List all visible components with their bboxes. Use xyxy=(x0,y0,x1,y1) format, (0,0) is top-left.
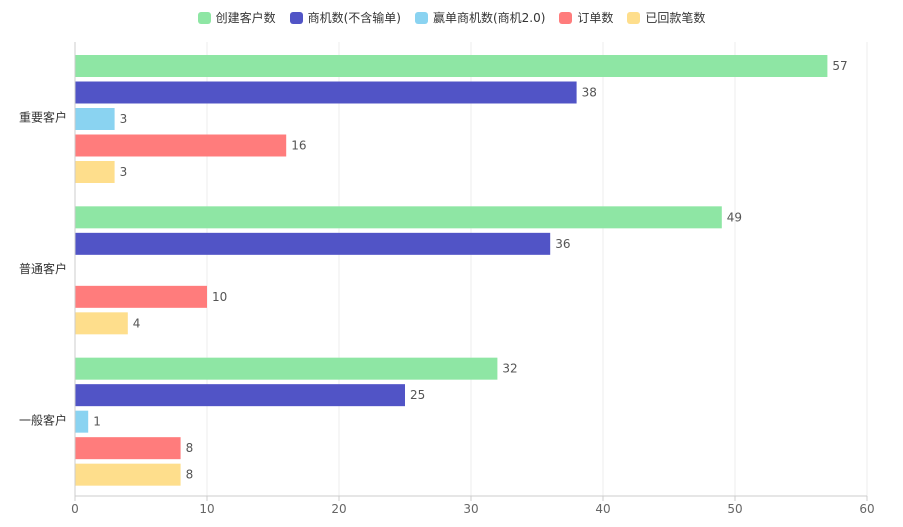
legend-swatch xyxy=(289,11,303,24)
bar xyxy=(75,81,577,104)
bar xyxy=(75,55,828,77)
x-tick-label: 60 xyxy=(859,502,874,516)
bar xyxy=(75,161,115,183)
y-category-label: 一般客户 xyxy=(19,412,67,427)
legend: 创建客户数 商机数(不含输单) 赢单商机数(商机2.0) 订单数 已回款笔数 xyxy=(0,9,903,26)
legend-item[interactable]: 商机数(不含输单) xyxy=(289,9,401,26)
data-label: 1 xyxy=(93,415,101,429)
bar xyxy=(75,384,405,407)
data-label: 32 xyxy=(502,362,517,376)
data-label: 4 xyxy=(133,316,141,330)
x-tick-label: 50 xyxy=(727,502,742,516)
legend-label: 赢单商机数(商机2.0) xyxy=(432,11,546,25)
legend-swatch xyxy=(627,11,641,24)
bar xyxy=(75,312,128,335)
data-label: 16 xyxy=(291,139,306,153)
legend-item[interactable]: 创建客户数 xyxy=(197,9,276,26)
y-category-label: 普通客户 xyxy=(19,261,67,276)
data-label: 3 xyxy=(120,112,128,126)
legend-swatch xyxy=(414,11,428,24)
bar xyxy=(75,463,181,486)
data-label: 38 xyxy=(582,86,597,100)
legend-swatch xyxy=(559,11,573,24)
data-label: 25 xyxy=(410,388,425,402)
data-label: 49 xyxy=(727,210,742,224)
legend-label: 订单数 xyxy=(577,11,614,25)
bar xyxy=(75,357,498,380)
x-tick-label: 40 xyxy=(595,502,610,516)
data-label: 36 xyxy=(555,237,570,251)
data-label: 3 xyxy=(120,165,128,179)
y-category-label: 重要客户 xyxy=(19,110,67,125)
x-tick-label: 30 xyxy=(463,502,478,516)
data-label: 8 xyxy=(186,441,194,455)
legend-label: 已回款笔数 xyxy=(645,11,706,25)
x-tick-label: 0 xyxy=(71,502,79,516)
legend-label: 创建客户数 xyxy=(215,11,276,25)
x-tick-label: 20 xyxy=(331,502,346,516)
legend-item[interactable]: 已回款笔数 xyxy=(627,9,705,26)
data-label: 8 xyxy=(186,468,194,482)
legend-swatch xyxy=(197,11,211,24)
legend-label: 商机数(不含输单) xyxy=(307,11,401,25)
bar xyxy=(75,410,89,433)
data-label: 57 xyxy=(832,59,847,73)
bar xyxy=(75,134,287,157)
data-label: 10 xyxy=(212,290,227,304)
bar xyxy=(75,108,115,130)
x-tick-label: 10 xyxy=(199,502,214,516)
legend-item[interactable]: 订单数 xyxy=(559,9,613,26)
bar xyxy=(75,206,722,229)
legend-item[interactable]: 赢单商机数(商机2.0) xyxy=(414,9,546,26)
bar xyxy=(75,437,181,460)
bar xyxy=(75,232,551,255)
bar xyxy=(75,285,207,308)
